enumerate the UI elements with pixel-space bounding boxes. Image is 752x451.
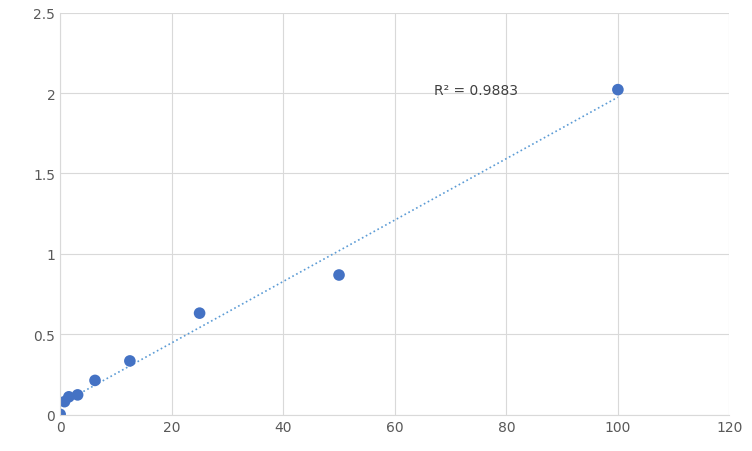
Point: [63, 393, 75, 400]
Point: [89, 377, 101, 384]
Point: [54, 411, 66, 418]
Point: [612, 87, 624, 94]
Point: [124, 358, 136, 365]
Text: R² = 0.9883: R² = 0.9883: [434, 83, 518, 97]
Point: [59, 398, 71, 405]
Point: [71, 391, 83, 399]
Point: [193, 310, 205, 317]
Point: [333, 272, 345, 279]
